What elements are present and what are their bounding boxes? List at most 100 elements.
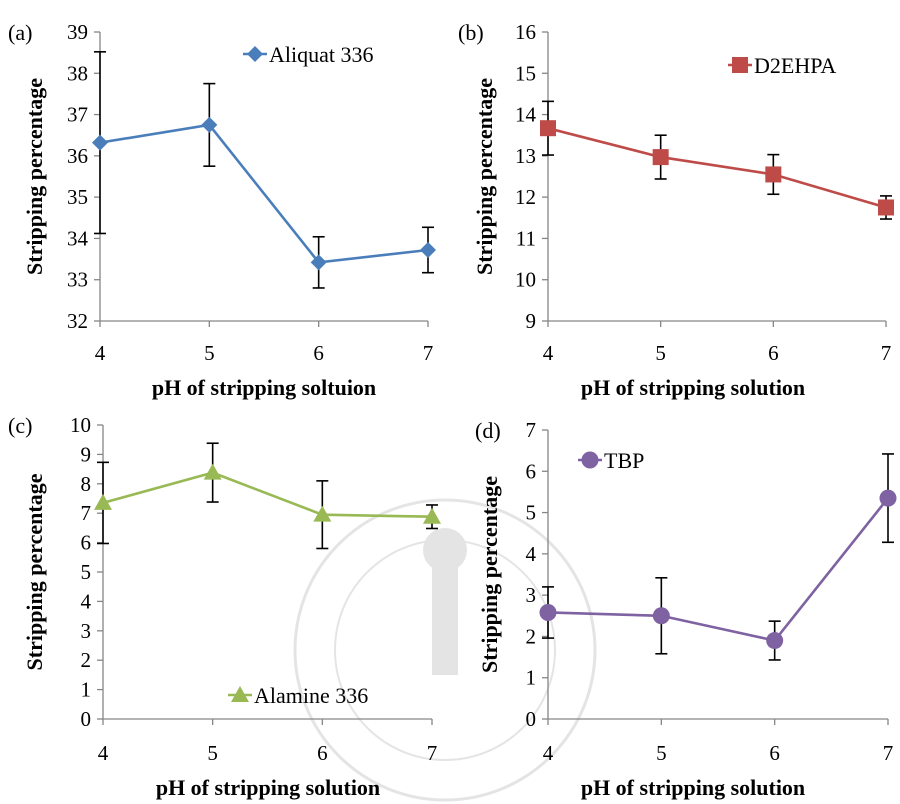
y-tick-label: 39: [67, 20, 88, 44]
y-tick-label: 2: [526, 624, 537, 648]
y-tick-label: 5: [81, 560, 92, 584]
x-axis-label: pH of stripping solution: [581, 775, 805, 800]
y-tick-label: 16: [515, 20, 536, 44]
x-tick-label: 4: [543, 741, 554, 765]
y-tick-label: 33: [67, 268, 88, 292]
legend-label: D2EHPA: [754, 53, 836, 78]
y-tick-label: 4: [81, 589, 92, 613]
x-tick-label: 4: [98, 741, 109, 765]
y-tick-label: 4: [526, 542, 537, 566]
x-tick-label: 5: [207, 741, 218, 765]
data-point: [310, 254, 327, 271]
legend-label: Alamine 336: [254, 683, 368, 708]
x-tick-label: 6: [317, 741, 328, 765]
data-point: [203, 463, 222, 480]
y-axis-label: Stripping percentage: [472, 78, 497, 275]
y-tick-label: 3: [526, 583, 537, 607]
data-point: [92, 134, 108, 151]
panel-label: (d): [475, 418, 501, 443]
x-tick-label: 4: [95, 341, 106, 365]
y-tick-label: 32: [67, 309, 88, 333]
y-axis-label: Stripping percentage: [22, 78, 47, 275]
legend-label: Aliquat 336: [269, 42, 374, 67]
x-tick-label: 6: [769, 741, 780, 765]
x-axis-label: pH of stripping soltuion: [152, 375, 376, 400]
legend-marker: [732, 57, 748, 73]
data-point: [94, 493, 112, 510]
data-point: [652, 607, 670, 625]
y-tick-label: 37: [67, 103, 88, 127]
y-tick-label: 35: [67, 185, 88, 209]
x-tick-label: 7: [883, 741, 894, 765]
y-tick-label: 7: [526, 418, 537, 442]
chart-panel-b: (b) 9 10 11 12 13 14 15 16 4 5 6 7 pH of stripping so…: [458, 20, 894, 400]
series-line: [547, 126, 887, 209]
y-tick-label: 2: [81, 648, 92, 672]
y-tick-label: 3: [81, 619, 92, 643]
y-tick-label: 12: [515, 185, 536, 209]
y-tick-label: 1: [526, 666, 537, 690]
data-point: [765, 166, 782, 183]
panel-label: (c): [8, 413, 32, 438]
y-tick-label: 0: [526, 707, 537, 731]
panel-label: (a): [8, 20, 32, 45]
y-tick-label: 13: [515, 144, 536, 168]
watermark-seal: [293, 498, 597, 802]
y-axis-label: Stripping percentage: [22, 473, 47, 670]
y-tick-label: 11: [516, 226, 536, 250]
series-line: [547, 497, 890, 643]
y-tick-label: 9: [81, 442, 92, 466]
chart-panel-d: (d) 0 1 2 3 4 5 6 7 4 5 6 7 pH of stripping solution S…: [475, 418, 897, 800]
x-tick-label: 6: [768, 341, 779, 365]
y-tick-label: 1: [81, 678, 92, 702]
y-tick-label: 7: [81, 501, 92, 525]
x-tick-label: 7: [423, 341, 434, 365]
x-tick-label: 5: [656, 741, 667, 765]
y-tick-label: 5: [526, 501, 537, 525]
x-axis-label: pH of stripping solution: [156, 775, 380, 800]
legend-marker: [247, 46, 263, 62]
data-point: [652, 149, 669, 166]
legend: D2EHPA: [728, 53, 836, 78]
legend-marker: [231, 686, 249, 702]
data-point: [766, 632, 784, 650]
legend: Alamine 336: [228, 683, 368, 708]
x-tick-label: 5: [204, 341, 215, 365]
x-tick-label: 7: [427, 741, 438, 765]
x-axis-label: pH of stripping solution: [581, 375, 805, 400]
y-tick-label: 6: [81, 531, 92, 555]
data-point: [539, 603, 557, 621]
y-tick-label: 9: [526, 309, 537, 333]
y-tick-label: 10: [70, 413, 91, 437]
legend-label: TBP: [604, 448, 644, 473]
data-point: [878, 199, 894, 216]
data-point: [423, 507, 441, 524]
series-line: [102, 471, 433, 519]
y-tick-label: 38: [67, 61, 88, 85]
y-tick-label: 36: [67, 144, 88, 168]
y-axis-label: Stripping percentage: [477, 476, 502, 673]
data-point: [879, 489, 897, 507]
y-tick-label: 14: [515, 103, 537, 127]
y-tick-label: 10: [515, 268, 536, 292]
y-tick-label: 8: [81, 472, 92, 496]
data-point: [313, 505, 332, 522]
x-tick-label: 5: [655, 341, 666, 365]
data-point: [201, 116, 218, 133]
legend-marker: [581, 451, 599, 469]
x-tick-label: 7: [881, 341, 892, 365]
x-tick-label: 6: [313, 341, 324, 365]
y-tick-label: 15: [515, 61, 536, 85]
legend: TBP: [578, 448, 644, 473]
x-tick-label: 4: [543, 341, 554, 365]
series-line: [99, 123, 429, 264]
y-tick-label: 0: [81, 707, 92, 731]
chart-panel-c: (c) 0 1 2 3 4 5 6 7 8 9 10 4 5 6 7 pH of stripping solut…: [8, 413, 441, 800]
data-point: [540, 120, 556, 137]
y-tick-label: 6: [526, 459, 537, 483]
panel-label: (b): [458, 20, 484, 45]
legend: Aliquat 336: [243, 42, 374, 67]
y-tick-label: 34: [67, 226, 89, 250]
chart-panel-a: (a) 32 33 34 35 36 37 38 39 4 5 6 7 pH of stripping s…: [8, 20, 436, 400]
